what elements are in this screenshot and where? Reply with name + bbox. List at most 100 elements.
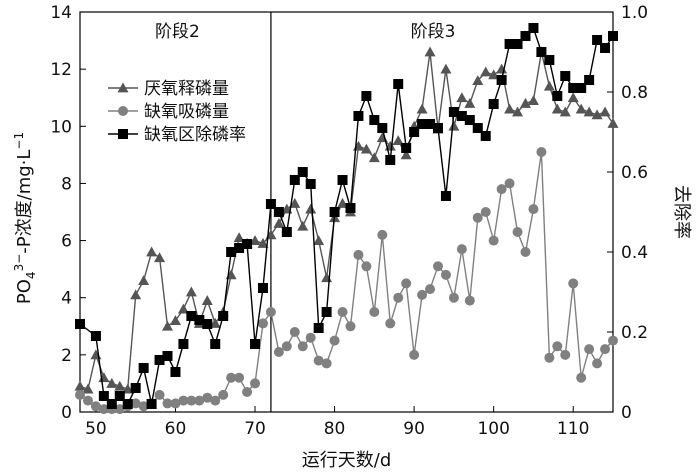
point-anoxic-removal-28	[305, 179, 316, 189]
y2-tick-label-0: 0	[621, 403, 632, 423]
point-anaerobic-release-41	[400, 149, 412, 160]
point-anoxic-removal-17	[218, 311, 229, 321]
y-axis-title-sup2: −1	[12, 132, 26, 150]
point-anoxic-removal-8	[146, 399, 157, 409]
x-tick-label-4: 90	[403, 419, 425, 439]
point-anoxic-uptake-33	[337, 307, 348, 317]
point-anoxic-removal-16	[210, 339, 221, 349]
point-anaerobic-release-7	[130, 289, 142, 300]
point-anaerobic-release-14	[185, 286, 197, 297]
point-anoxic-removal-20	[242, 239, 253, 249]
point-anoxic-uptake-42	[409, 349, 420, 360]
point-anoxic-uptake-41	[401, 278, 412, 289]
y-tick-label-0: 0	[61, 403, 72, 423]
point-anaerobic-release-28	[297, 220, 309, 231]
point-anoxic-uptake-56	[520, 247, 531, 257]
point-anaerobic-release-22	[249, 235, 261, 245]
point-anoxic-uptake-39	[385, 318, 396, 329]
point-anaerobic-release-17	[209, 317, 221, 328]
point-anaerobic-release-2	[90, 349, 102, 360]
point-anoxic-removal-62	[576, 83, 587, 93]
y2-tick-label-3: 0.6	[621, 163, 648, 183]
point-anoxic-removal-6	[130, 383, 141, 393]
point-anoxic-uptake-40	[393, 292, 404, 303]
point-anoxic-uptake-64	[584, 344, 595, 355]
point-anoxic-uptake-44	[425, 284, 436, 295]
point-anoxic-uptake-31	[321, 358, 332, 369]
stage-label-3: 阶段3	[411, 22, 456, 42]
point-anaerobic-release-53	[496, 63, 508, 74]
point-anaerobic-release-33	[337, 197, 349, 208]
x-tick-label-5: 100	[477, 419, 509, 439]
point-anaerobic-release-10	[154, 252, 166, 263]
label-layer: 阶段2 阶段3 运行天数/d 去除率 PO43−-P浓度/mg·L−1	[12, 22, 692, 471]
point-anoxic-uptake-18	[218, 389, 229, 400]
point-anoxic-uptake-59	[544, 352, 555, 363]
point-anaerobic-release-37	[368, 152, 380, 163]
point-anoxic-removal-34	[353, 111, 364, 121]
point-anaerobic-release-57	[527, 95, 539, 105]
point-anoxic-removal-18	[226, 247, 237, 257]
point-anoxic-removal-13	[186, 311, 197, 321]
point-anoxic-removal-19	[234, 243, 245, 253]
point-anoxic-uptake-27	[289, 327, 300, 337]
point-anaerobic-release-25	[273, 217, 285, 228]
x-axis-title: 运行天数/d	[302, 450, 392, 471]
point-anoxic-removal-3	[106, 399, 117, 409]
point-anaerobic-release-56	[519, 97, 531, 108]
point-anoxic-uptake-7	[130, 398, 141, 409]
plot-frame	[79, 11, 614, 413]
point-anoxic-uptake-51	[480, 207, 491, 217]
y2-axis-title: 去除率	[671, 185, 692, 239]
point-anaerobic-release-20	[233, 232, 245, 243]
y-axis-title-sup: 3−	[12, 254, 26, 272]
point-anoxic-removal-53	[504, 39, 515, 49]
point-anaerobic-release-9	[146, 246, 158, 257]
point-anaerobic-release-64	[583, 106, 595, 117]
point-anoxic-uptake-48	[456, 244, 467, 255]
point-anoxic-uptake-47	[448, 292, 459, 303]
point-anoxic-uptake-28	[297, 341, 308, 352]
point-anoxic-removal-61	[568, 83, 579, 93]
axes-layer: 50 60 70 80 90 100 110 0 2 4 6 8 10 12 14 0 0.2 0.4 0.6 0.8…	[50, 3, 648, 439]
series-line-anoxic-uptake	[79, 151, 614, 410]
point-anaerobic-release-13	[177, 303, 189, 314]
point-anoxic-uptake-30	[313, 355, 324, 366]
point-anoxic-removal-2	[98, 391, 109, 401]
point-anoxic-removal-50	[480, 131, 491, 141]
point-anoxic-removal-23	[265, 199, 276, 209]
point-anoxic-removal-47	[456, 111, 467, 121]
point-anoxic-removal-60	[560, 71, 571, 81]
point-anoxic-uptake-37	[369, 307, 380, 317]
point-anaerobic-release-46	[440, 63, 452, 74]
point-anoxic-uptake-43	[417, 289, 428, 300]
y-axis-title: PO43−-P浓度/mg·L−1	[12, 132, 38, 304]
point-anaerobic-release-8	[138, 275, 150, 285]
y-tick-label-6: 12	[50, 60, 72, 80]
point-anoxic-uptake-20	[234, 372, 245, 383]
point-anoxic-removal-25	[281, 227, 292, 237]
point-anaerobic-release-43	[416, 103, 428, 114]
point-anoxic-removal-40	[401, 143, 412, 153]
point-anoxic-uptake-21	[242, 387, 253, 397]
point-anoxic-removal-29	[313, 323, 324, 333]
point-anaerobic-release-1	[82, 383, 94, 394]
point-anoxic-uptake-53	[496, 184, 507, 195]
point-anoxic-removal-7	[138, 363, 149, 373]
series-layer	[74, 23, 619, 415]
point-anoxic-removal-64	[592, 35, 603, 45]
legend-label-anoxic-removal: 缺氧区除磷率	[144, 125, 246, 145]
point-anaerobic-release-30	[313, 235, 325, 245]
y-tick-label-4: 8	[61, 174, 72, 194]
point-anoxic-uptake-17	[210, 395, 221, 406]
point-anoxic-removal-35	[361, 91, 372, 101]
point-anaerobic-release-4	[106, 377, 118, 388]
point-anaerobic-release-31	[321, 272, 333, 283]
point-anoxic-uptake-32	[329, 335, 340, 346]
point-anaerobic-release-50	[472, 75, 484, 85]
point-anoxic-removal-55	[520, 31, 531, 41]
point-anoxic-uptake-57	[528, 204, 539, 215]
point-anoxic-removal-4	[114, 391, 125, 401]
point-anoxic-removal-63	[584, 75, 595, 85]
point-anaerobic-release-54	[504, 103, 516, 114]
